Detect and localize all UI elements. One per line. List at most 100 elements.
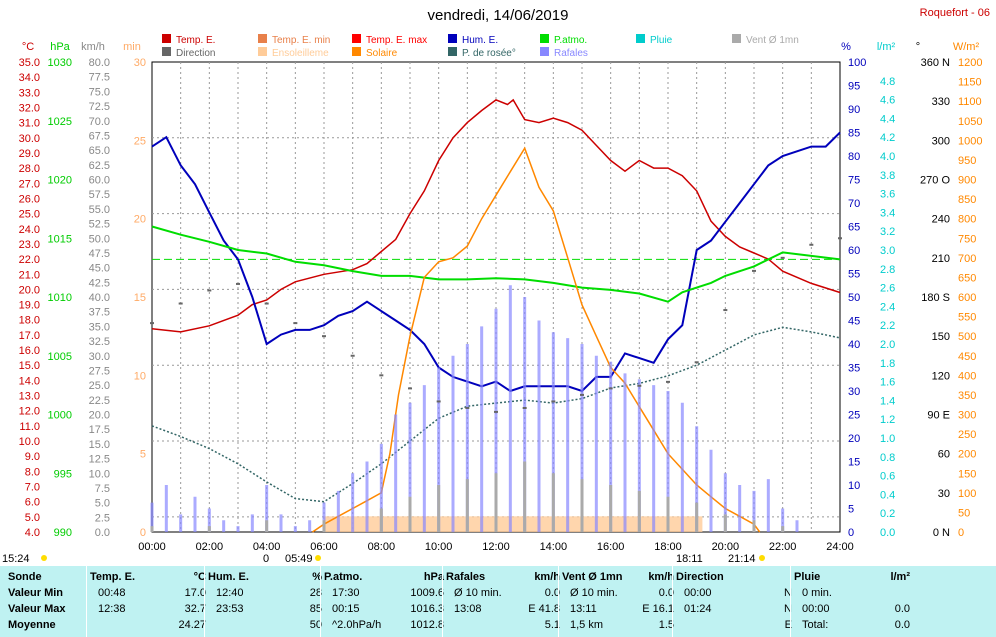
series-direction-point bbox=[522, 406, 527, 409]
rain-axis-tick-label: 3.8 bbox=[880, 170, 895, 182]
wind-axis-tick-label: 80.0 bbox=[89, 57, 110, 69]
legend-swatch bbox=[448, 34, 457, 43]
temp-axis-tick-label: 31.0 bbox=[19, 118, 40, 130]
wind-axis-tick-label: 72.5 bbox=[89, 101, 110, 113]
humidity-axis-tick-label: 5 bbox=[848, 504, 854, 516]
humidity-axis-tick-label: 45 bbox=[848, 316, 860, 328]
direction-axis-tick-label: 270 O bbox=[920, 175, 950, 187]
temp-axis-tick-label: 5.0 bbox=[25, 512, 40, 524]
humidity-axis-tick-label: 0 bbox=[848, 527, 854, 539]
temp-axis-tick-label: 18.0 bbox=[19, 315, 40, 327]
group-cell-label: 1,5 km bbox=[570, 619, 604, 631]
temp-axis-tick-label: 35.0 bbox=[19, 57, 40, 69]
series-direction-point bbox=[838, 237, 842, 240]
direction-axis-tick-label: 0 N bbox=[933, 527, 950, 539]
legend-label: Temp. E. min bbox=[272, 35, 330, 46]
temp-axis-tick-label: 32.0 bbox=[19, 102, 40, 114]
series-direction-point bbox=[809, 243, 814, 246]
rain-axis-tick-label: 2.0 bbox=[880, 339, 895, 351]
wind-axis-tick-label: 32.5 bbox=[89, 336, 110, 348]
rain-axis-tick-label: 1.2 bbox=[880, 414, 895, 426]
group-cell-label: Ø 10 min. bbox=[454, 587, 502, 599]
legend-label: P.atmo. bbox=[554, 35, 587, 46]
rain-axis-tick-label: 2.8 bbox=[880, 264, 895, 276]
hum-unit-label: % bbox=[841, 41, 851, 53]
group-cell-value: 28 bbox=[309, 587, 322, 599]
solar-axis-tick-label: 900 bbox=[958, 175, 976, 187]
temp-axis-tick-label: 27.0 bbox=[19, 178, 40, 190]
pressure-axis-tick-label: 990 bbox=[54, 527, 72, 539]
series-direction-point bbox=[494, 410, 498, 413]
rain-axis-tick-label: 4.8 bbox=[880, 76, 895, 88]
direction-axis-tick-label: 120 bbox=[932, 370, 950, 382]
direction-axis-tick-label: 60 bbox=[938, 449, 950, 461]
legend-swatch bbox=[162, 34, 171, 43]
wind-axis-tick-label: 7.5 bbox=[95, 483, 110, 495]
temp-axis-tick-label: 25.0 bbox=[19, 209, 40, 221]
series-p-de-ros-e-line bbox=[151, 326, 841, 503]
group-cell-value: 17.0 bbox=[184, 587, 206, 599]
direction-axis-tick-label: 240 bbox=[932, 214, 950, 226]
row-label-mean: Moyenne bbox=[8, 619, 56, 631]
x-tick-label: 18:00 bbox=[654, 541, 682, 553]
minutes-axis-tick-label: 5 bbox=[140, 449, 146, 461]
series-direction-point bbox=[264, 302, 269, 305]
minutes-axis-tick-label: 20 bbox=[134, 214, 146, 226]
minutes-axis-tick-label: 10 bbox=[134, 370, 146, 382]
x-tick-label: 08:00 bbox=[368, 541, 396, 553]
rain-axis-tick-label: 0.6 bbox=[880, 471, 895, 483]
solar-axis-tick-label: 0 bbox=[958, 527, 964, 539]
solar-axis-tick-label: 800 bbox=[958, 214, 976, 226]
wind-axis-tick-label: 75.0 bbox=[89, 86, 110, 98]
solar-axis-tick-label: 950 bbox=[958, 155, 976, 167]
humidity-axis-tick-label: 15 bbox=[848, 457, 860, 469]
group-unit: km/h bbox=[648, 571, 674, 583]
wind-axis-tick-label: 12.5 bbox=[89, 454, 110, 466]
station-name: Roquefort - 06 bbox=[920, 7, 990, 19]
group-cell-value: N bbox=[784, 603, 792, 615]
series-direction-point bbox=[379, 374, 384, 377]
series-direction-point bbox=[408, 387, 412, 390]
group-cell-value: E 16.1 bbox=[642, 603, 674, 615]
legend-label: P. de rosée° bbox=[462, 48, 516, 59]
legend-label: Direction bbox=[176, 48, 215, 59]
x-tick-label: 14:00 bbox=[540, 541, 568, 553]
legend-swatch bbox=[162, 47, 171, 56]
marker-left_marker: 0 bbox=[263, 553, 269, 565]
row-label-max: Valeur Max bbox=[8, 603, 66, 615]
group-cell-value: 50 bbox=[309, 619, 322, 631]
temp-unit-label: °C bbox=[22, 41, 34, 53]
series-solaire-line bbox=[312, 146, 761, 533]
table-separator bbox=[442, 566, 443, 637]
group-cell-value: N bbox=[784, 587, 792, 599]
group-title: Direction bbox=[676, 571, 724, 583]
group-title: Rafales bbox=[446, 571, 486, 583]
group-cell-label: 00:00 bbox=[684, 587, 712, 599]
pressure-axis-tick-label: 1025 bbox=[48, 116, 72, 128]
wind-axis-tick-label: 15.0 bbox=[89, 439, 110, 451]
series-direction-point bbox=[293, 322, 298, 325]
group-cell-value: 0.0 bbox=[658, 587, 674, 599]
x-tick-label: 24:00 bbox=[826, 541, 854, 553]
weather-chart: 35.0 34.0 33.0 32.0 31.0 30.0 29.0 28.0 27.0 26.0… bbox=[2, 7, 990, 565]
temp-axis-tick-label: 33.0 bbox=[19, 87, 40, 99]
solar-axis-tick-label: 700 bbox=[958, 253, 976, 265]
x-tick-label: 00:00 bbox=[138, 541, 166, 553]
legend-swatch bbox=[540, 34, 549, 43]
x-tick-label: 12:00 bbox=[482, 541, 510, 553]
rain-axis-tick-label: 1.6 bbox=[880, 377, 895, 389]
temp-axis-tick-label: 4.0 bbox=[25, 527, 40, 539]
humidity-axis-tick-label: 55 bbox=[848, 269, 860, 281]
group-unit: °C bbox=[193, 571, 206, 583]
rain-axis-tick-label: 4.6 bbox=[880, 95, 895, 107]
solar-axis-tick-label: 1150 bbox=[958, 77, 982, 89]
humidity-axis-tick-label: 40 bbox=[848, 339, 860, 351]
legend-label: Vent Ø 1mn bbox=[746, 35, 799, 46]
wind-axis-tick-label: 45.0 bbox=[89, 263, 110, 275]
series-direction-point bbox=[207, 289, 212, 292]
wind-axis-tick-label: 17.5 bbox=[89, 424, 110, 436]
solar-axis-tick-label: 500 bbox=[958, 331, 976, 343]
table-separator bbox=[558, 566, 559, 637]
temp-axis-tick-label: 6.0 bbox=[25, 497, 40, 509]
humidity-axis-tick-label: 60 bbox=[848, 245, 860, 257]
